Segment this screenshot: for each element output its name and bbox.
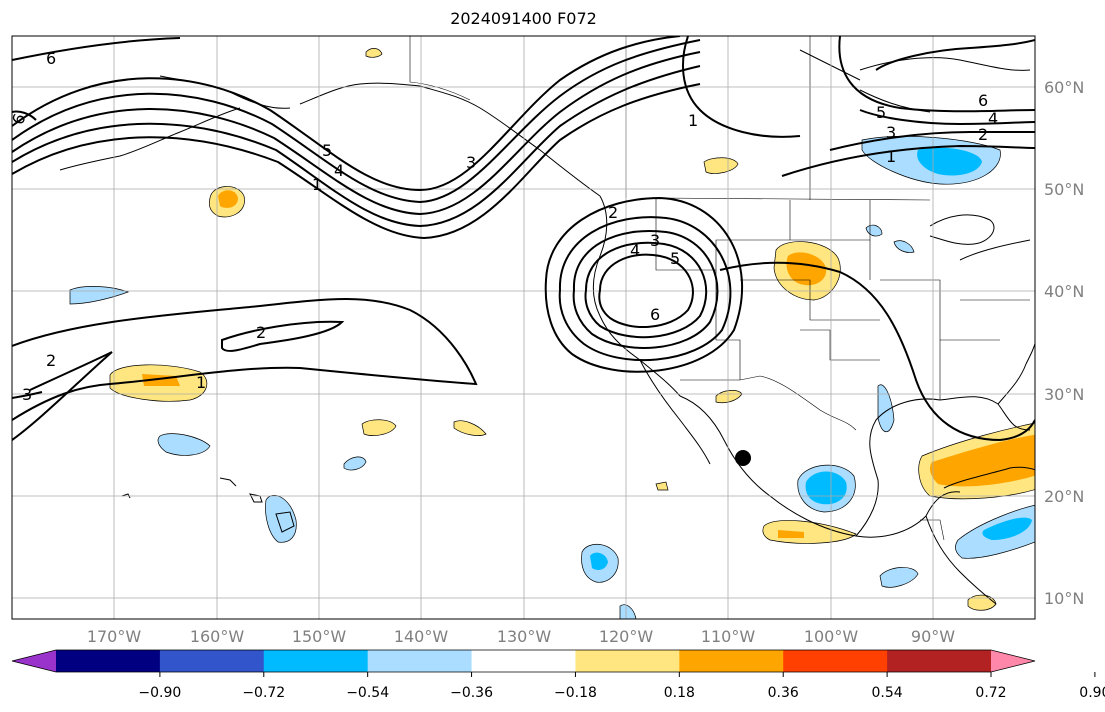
height-contours: [12, 36, 1035, 442]
colorbar-tick-label: −0.90: [138, 685, 181, 701]
lon-label: 130°W: [497, 627, 552, 646]
positive-anomaly-small-2: [453, 420, 487, 436]
colorbar-segment: [263, 650, 369, 672]
contour-label: 5: [876, 103, 886, 122]
lon-label: 110°W: [701, 627, 756, 646]
positive-anomaly-mexico-south-core: [778, 530, 804, 538]
negative-anomaly-small-5: [865, 224, 883, 237]
map-frame: [11, 35, 1036, 620]
location-marker: [735, 450, 751, 466]
colorbar-segment: [56, 650, 161, 672]
negative-anomaly-mexico-core: [805, 471, 847, 505]
contour-label: 6: [46, 49, 56, 68]
negative-anomaly-caribbean-core: [982, 517, 1032, 540]
colorbar-segment: [575, 650, 680, 672]
contour-label: 2: [978, 125, 988, 144]
contour-label: 1: [688, 111, 698, 130]
positive-anomaly-small-4: [365, 48, 383, 58]
contour-label: 2: [608, 203, 618, 222]
contour-label: 5: [322, 141, 332, 160]
lat-label: 10°N: [1044, 589, 1084, 608]
lat-label: 20°N: [1044, 487, 1084, 506]
contour-label: 3: [886, 123, 896, 142]
contour-label: 1: [312, 175, 322, 194]
colorbar-tick-label: −0.36: [450, 685, 493, 701]
lat-label: 60°N: [1044, 78, 1084, 97]
negative-anomaly-small-4: [893, 240, 915, 253]
negative-anomaly-small-2: [879, 567, 919, 588]
negative-anomaly-west-1: [69, 286, 129, 305]
colorbar-segment: [471, 650, 576, 672]
contour-label: 6: [978, 91, 988, 110]
contour-label: 3: [466, 153, 476, 172]
positive-anomaly-small-3: [703, 157, 739, 174]
contour-label: 4: [988, 109, 998, 128]
contour-label: 4: [630, 241, 640, 260]
lat-label: 30°N: [1044, 385, 1084, 404]
colorbar: −0.90 −0.72 −0.54 −0.36 −0.18 0.18 0.36 0.54 0.7…: [11, 649, 1105, 701]
contour-labels: 6 6 5 4 1 3 1 2 4 3 5 6 5 6 4 3 2 1 2 2 …: [8, 49, 998, 404]
lon-label: 170°W: [87, 627, 142, 646]
colorbar-tick-label: 0.54: [872, 685, 903, 701]
positive-anomaly-plains-core: [786, 252, 827, 286]
colorbar-tick-label: 0.72: [975, 685, 1006, 701]
colorbar-tick-label: −0.54: [346, 685, 389, 701]
contour-label: 2: [46, 351, 56, 370]
negative-anomaly-hawaii: [265, 495, 297, 543]
colorbar-tick-label: 0.90: [1079, 685, 1105, 701]
lon-label: 160°W: [190, 627, 245, 646]
contour-label: 3: [650, 231, 660, 250]
coastlines: [59, 49, 1035, 605]
lon-label: 120°W: [599, 627, 654, 646]
colorbar-segment: [887, 650, 992, 672]
negative-anomaly-west-2: [157, 433, 211, 456]
positive-anomaly-gulf-core: [930, 434, 1035, 487]
colorbar-segment: [159, 650, 265, 672]
negative-anomaly-small-1: [343, 456, 367, 471]
contour-label: 2: [256, 323, 266, 342]
contour-label: 3: [22, 385, 32, 404]
positive-anomaly-small-1: [361, 419, 397, 436]
longitude-labels: 170°W 160°W 150°W 140°W 130°W 120°W 110°…: [87, 627, 955, 646]
contour-label: 1: [886, 147, 896, 166]
positive-anomaly-hawaii-north-core: [218, 190, 238, 208]
contour-label: 1: [196, 373, 206, 392]
lon-label: 140°W: [394, 627, 449, 646]
contour-label: 4: [334, 161, 344, 180]
negative-anomaly-pacific-south-core: [590, 552, 608, 570]
map-title: 2024091400 F072: [450, 9, 597, 28]
colorbar-tick-label: 0.36: [768, 685, 799, 701]
colorbar-segment: [679, 650, 784, 672]
negative-anomaly-small-6: [619, 604, 637, 619]
positive-anomaly-small-7: [655, 481, 669, 491]
colorbar-segment: [783, 650, 888, 672]
contour-label: 6: [650, 305, 660, 324]
lat-label: 40°N: [1044, 282, 1084, 301]
positive-anomaly-small-5: [715, 390, 743, 404]
colorbar-tick-label: 0.18: [664, 685, 695, 701]
lon-label: 150°W: [292, 627, 347, 646]
political-borders: [409, 36, 1030, 541]
lon-label: 100°W: [804, 627, 859, 646]
colorbar-tick-label: −0.72: [242, 685, 285, 701]
contour-label: 5: [670, 249, 680, 268]
colorbar-extend-max: [991, 650, 1035, 672]
colorbar-segment: [367, 650, 473, 672]
colorbar-extend-min: [12, 650, 56, 672]
graticule: [12, 36, 1035, 619]
colorbar-tick-label: −0.18: [554, 685, 597, 701]
lon-label: 90°W: [911, 627, 955, 646]
negative-anomaly-small-3: [877, 384, 895, 433]
positive-anomaly-mexico-south: [762, 520, 857, 544]
lat-label: 50°N: [1044, 180, 1084, 199]
positive-anomaly-small-6: [967, 594, 997, 611]
colorbar-outline: [11, 649, 1036, 673]
latitude-labels: 60°N 50°N 40°N 30°N 20°N 10°N: [1044, 78, 1084, 608]
